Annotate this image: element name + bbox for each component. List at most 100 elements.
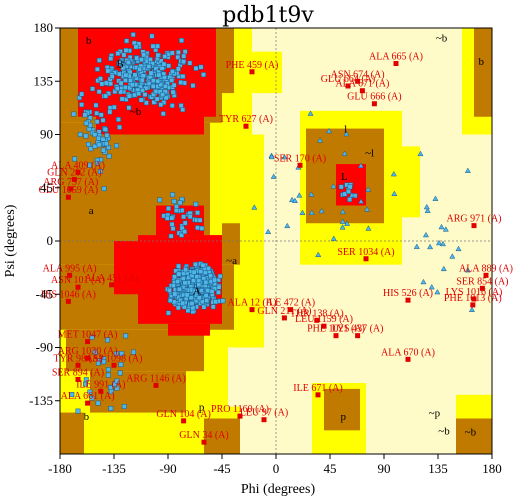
residue-point [123, 47, 129, 53]
glycine-point [339, 208, 346, 215]
residue-point [108, 389, 114, 395]
outlier-marker [181, 418, 187, 424]
residue-point [162, 89, 168, 95]
residue-point [181, 59, 186, 65]
residue-point [170, 283, 176, 288]
residue-point [172, 291, 178, 297]
glycine-point [468, 306, 475, 312]
residue-point [97, 169, 103, 174]
residue-point [92, 349, 98, 355]
residue-point [138, 97, 144, 103]
residue-point [86, 162, 92, 168]
residue-point [108, 56, 114, 61]
residue-point [163, 95, 169, 101]
residue-point [140, 88, 145, 93]
residue-point [126, 93, 132, 99]
residue-point [118, 362, 124, 368]
outlier-marker [479, 285, 485, 291]
residue-point [201, 72, 206, 78]
glycine-point [455, 245, 462, 252]
residue-point [182, 229, 188, 235]
glycine-point [316, 137, 324, 143]
residue-point [216, 284, 222, 290]
region-label: ~b [436, 32, 448, 44]
outlier-marker [111, 362, 117, 368]
outlier-label: GLU 666 (A) [347, 92, 401, 103]
outlier-marker [321, 323, 327, 329]
residue-point [130, 32, 136, 38]
residue-point [191, 269, 197, 275]
outlier-label: ALA 661 (A) [61, 391, 115, 402]
region-label: A [193, 286, 201, 298]
residue-point [151, 99, 157, 105]
glycine-point [315, 251, 322, 257]
residue-point [203, 279, 209, 285]
residue-point [181, 53, 187, 59]
residue-point [180, 300, 186, 306]
outlier-label: ASN 101 (A) [51, 275, 105, 286]
residue-point [220, 298, 226, 304]
residue-point [187, 214, 193, 220]
residue-point [171, 82, 177, 88]
residue-point [77, 131, 83, 137]
outlier-marker [355, 78, 361, 84]
glycine-point [432, 195, 439, 201]
glycine-point [391, 190, 398, 196]
outlier-marker [85, 339, 91, 345]
residue-point [92, 132, 98, 138]
residue-point [158, 58, 164, 64]
glycine-point [339, 218, 346, 224]
residue-point [204, 298, 210, 304]
residue-point [217, 273, 223, 279]
outlier-label: LYS 1016 (A) [446, 287, 503, 298]
residue-point [114, 378, 120, 384]
residue-point [156, 72, 162, 78]
residue-point [146, 81, 152, 86]
glycine-point [344, 220, 351, 226]
residue-point [98, 112, 104, 118]
outlier-marker [314, 317, 320, 323]
region-label: b [478, 56, 484, 68]
residue-point [150, 83, 156, 89]
residue-point [93, 102, 99, 108]
glycine-point [420, 278, 427, 285]
residue-point [184, 292, 190, 298]
glycine-point [265, 228, 272, 234]
residue-point [202, 270, 208, 276]
residue-point [87, 389, 93, 395]
x-tick-label: -45 [213, 461, 230, 476]
outlier-label: GLU 1059 (A) [39, 185, 98, 196]
region-core-1 [96, 110, 204, 135]
residue-point [146, 63, 152, 69]
residue-point [178, 103, 184, 109]
region-label: L [341, 171, 348, 183]
glycine-point [251, 204, 258, 210]
residue-point [117, 124, 123, 130]
outlier-label: ILE 472 (A) [266, 298, 315, 309]
residue-point [108, 81, 113, 87]
residue-point [166, 63, 172, 69]
residue-point [167, 297, 173, 303]
residue-point [131, 349, 136, 355]
outlier-label: GLU 664 (A) [321, 74, 375, 85]
residue-point [205, 288, 211, 294]
glycine-point [434, 288, 441, 295]
region-label: ~b [130, 106, 142, 118]
residue-point [171, 199, 177, 204]
y-tick-label: 180 [34, 20, 54, 35]
residue-point [134, 55, 140, 61]
glycine-point [358, 198, 365, 204]
residue-point [170, 89, 176, 95]
residue-point [79, 91, 85, 97]
residue-point [199, 225, 205, 231]
residue-point [104, 132, 110, 138]
outlier-label: ASN 674 (A) [331, 69, 385, 80]
region-label: p [340, 411, 346, 423]
residue-point [178, 79, 184, 85]
glycine-point [339, 224, 346, 230]
residue-point [155, 78, 161, 84]
residue-point [125, 59, 131, 65]
outlier-marker [71, 176, 77, 182]
residue-point [193, 201, 199, 207]
outlier-marker [355, 333, 361, 339]
